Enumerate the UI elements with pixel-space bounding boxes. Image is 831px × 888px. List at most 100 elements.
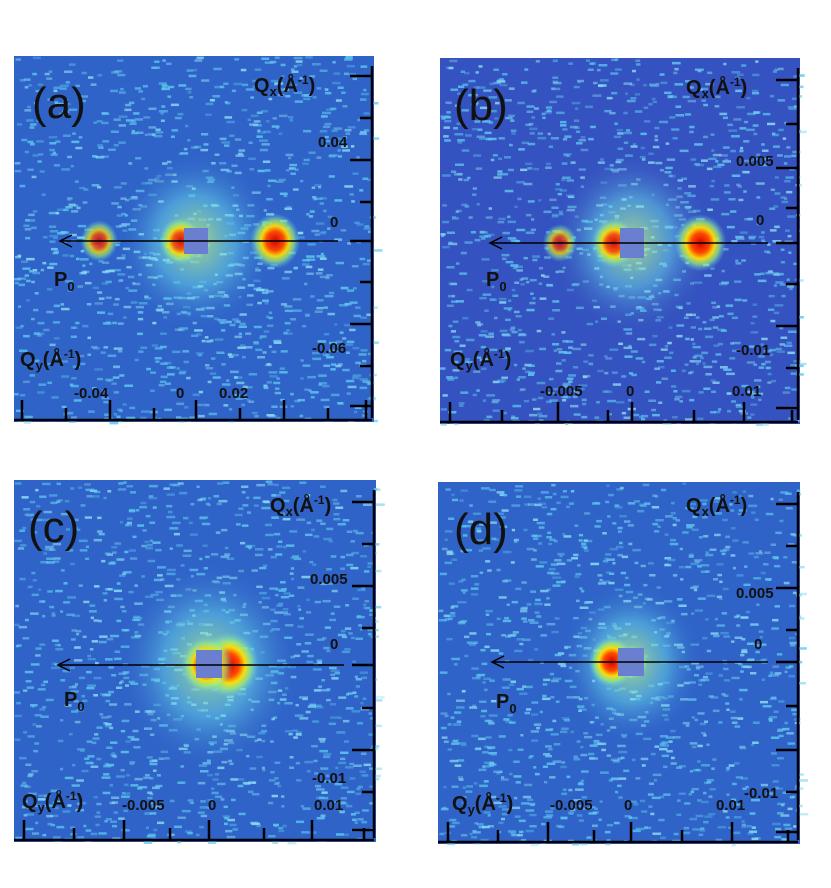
- speckle: [318, 374, 327, 377]
- speckle: [117, 73, 126, 77]
- speckle: [690, 562, 699, 566]
- speckle: [533, 766, 537, 769]
- speckle: [19, 756, 27, 760]
- speckle: [42, 482, 51, 486]
- speckle: [374, 774, 381, 778]
- speckle: [528, 756, 532, 759]
- speckle: [648, 343, 657, 347]
- speckle: [116, 558, 125, 561]
- speckle: [238, 332, 242, 336]
- speckle: [241, 403, 245, 407]
- speckle: [289, 766, 294, 769]
- speckle: [108, 666, 114, 669]
- speckle: [356, 223, 364, 226]
- speckle: [247, 790, 254, 793]
- speckle: [314, 233, 320, 236]
- speckle: [227, 353, 232, 356]
- speckle: [105, 269, 115, 273]
- speckle: [762, 149, 769, 152]
- speckle: [443, 785, 447, 789]
- speckle: [187, 139, 191, 142]
- speckle: [237, 346, 246, 349]
- speckle: [489, 764, 494, 767]
- speckle: [605, 553, 612, 556]
- speckle: [52, 151, 56, 155]
- speckle: [540, 491, 549, 494]
- speckle: [761, 362, 766, 366]
- speckle: [719, 549, 727, 553]
- speckle: [742, 665, 751, 669]
- speckle: [326, 698, 331, 702]
- speckle: [552, 677, 562, 681]
- speckle: [307, 243, 316, 246]
- speckle: [262, 299, 269, 302]
- speckle: [186, 376, 191, 380]
- speckle: [352, 691, 357, 694]
- speckle: [207, 503, 211, 507]
- speckle: [340, 287, 349, 290]
- speckle: [337, 141, 346, 145]
- speckle: [723, 248, 729, 251]
- speckle: [59, 84, 69, 87]
- speckle: [689, 360, 694, 363]
- speckle: [47, 822, 53, 826]
- speckle: [516, 228, 526, 232]
- speckle: [352, 374, 362, 377]
- speckle: [293, 65, 298, 68]
- speckle: [298, 608, 302, 611]
- speckle: [38, 383, 46, 386]
- speckle: [269, 587, 278, 590]
- speckle: [584, 549, 589, 552]
- speckle: [735, 89, 743, 93]
- speckle: [337, 633, 346, 637]
- speckle: [73, 399, 82, 402]
- speckle: [551, 87, 556, 90]
- speckle: [519, 278, 524, 281]
- speckle: [137, 317, 144, 321]
- speckle: [89, 610, 97, 613]
- speckle: [504, 156, 511, 159]
- speckle: [469, 504, 473, 507]
- speckle: [635, 777, 641, 780]
- speckle: [144, 167, 149, 170]
- speckle: [106, 637, 114, 641]
- speckle: [30, 612, 39, 615]
- speckle: [317, 661, 322, 664]
- speckle: [167, 568, 176, 572]
- speckle: [521, 81, 528, 84]
- speckle: [199, 825, 204, 829]
- speckle: [534, 611, 540, 614]
- speckle: [100, 693, 106, 696]
- speckle: [373, 678, 378, 681]
- speckle: [547, 571, 554, 575]
- speckle: [451, 216, 457, 219]
- speckle: [546, 391, 555, 395]
- speckle: [50, 501, 58, 505]
- speckle: [446, 304, 454, 307]
- speckle: [702, 362, 706, 365]
- speckle: [318, 383, 322, 386]
- speckle: [320, 398, 330, 402]
- speckle: [67, 197, 73, 200]
- speckle: [141, 97, 146, 101]
- speckle: [72, 614, 81, 618]
- speckle: [308, 389, 312, 392]
- speckle: [560, 765, 567, 769]
- speckle: [684, 363, 689, 366]
- speckle: [120, 768, 125, 772]
- speckle: [578, 384, 588, 387]
- speckle: [514, 489, 523, 492]
- speckle: [363, 544, 369, 547]
- speckle: [14, 393, 19, 396]
- speckle: [327, 312, 335, 316]
- speckle: [446, 111, 451, 114]
- speckle: [781, 803, 785, 807]
- speckle: [68, 203, 76, 207]
- speckle: [780, 196, 786, 199]
- speckle: [635, 357, 644, 360]
- speckle: [695, 362, 700, 366]
- speckle: [353, 314, 361, 318]
- speckle: [187, 799, 194, 802]
- speckle: [560, 124, 567, 127]
- speckle: [223, 82, 229, 85]
